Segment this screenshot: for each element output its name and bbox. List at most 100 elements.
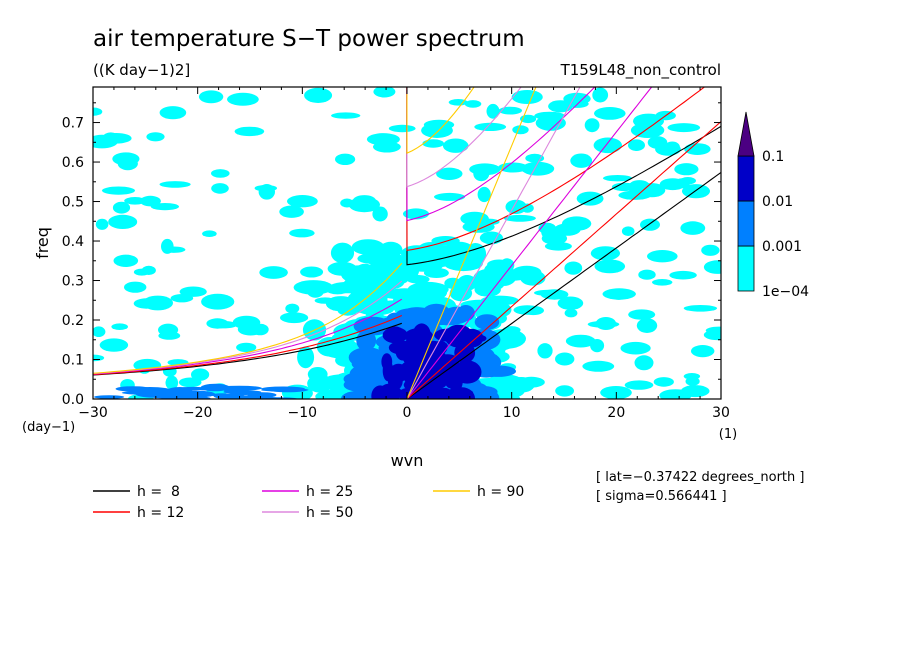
power-patch (444, 369, 457, 389)
power-patch (141, 265, 156, 275)
power-patch (703, 260, 721, 274)
power-patch (576, 191, 604, 206)
power-patch (100, 133, 132, 144)
power-patch (201, 293, 235, 310)
power-patch (334, 330, 355, 347)
power-patch (682, 184, 710, 199)
y-tick-label: 0.1 (62, 353, 84, 369)
axis-ticks: −30 −20 −10 0 10 20 30 0.0 0.1 0.2 0.3 0.4 0.5 0.6 0.7 (62, 87, 730, 421)
inertia-gravity-curve (406, 87, 522, 188)
power-patch (162, 246, 186, 253)
power-patch (150, 203, 179, 211)
power-patch (113, 254, 139, 267)
kelvin-curve (406, 121, 721, 399)
power-patch (592, 87, 609, 103)
power-patch (534, 111, 565, 120)
power-patch (647, 136, 668, 149)
power-patch (335, 153, 356, 165)
power-patch (557, 296, 584, 310)
power-patch (341, 390, 375, 399)
power-patch (674, 163, 699, 176)
power-patch (410, 356, 425, 377)
power-patch (541, 232, 568, 245)
power-patch (448, 99, 468, 106)
power-patch (93, 326, 106, 337)
power-patch (385, 326, 405, 343)
x-tick-label: 30 (712, 405, 730, 421)
power-patch (594, 259, 626, 274)
power-patch (480, 295, 519, 306)
power-patch (211, 169, 230, 178)
power-patch (236, 342, 257, 353)
mixed-rossby-gravity-curve (93, 262, 403, 374)
power-patch (191, 368, 210, 381)
power-patch (229, 391, 254, 396)
power-patch (701, 244, 720, 256)
footnote-sigma: [ sigma=0.566441 ] (596, 489, 727, 504)
power-patch (178, 377, 202, 388)
power-patch (564, 308, 578, 318)
power-patch (621, 226, 635, 236)
power-patch (669, 270, 697, 280)
power-patch (683, 305, 718, 312)
power-patch (379, 241, 403, 258)
power-patch (366, 133, 400, 146)
power-patch (636, 318, 658, 333)
power-patch (563, 92, 591, 105)
y-tick-label: 0.4 (62, 234, 84, 250)
power-patch (422, 139, 445, 148)
units-label: ((K day−1)2] (93, 61, 190, 79)
power-patch (279, 205, 304, 218)
colorbar-segment (737, 245, 755, 292)
kelvin-curve (406, 87, 537, 399)
power-patch (95, 218, 109, 230)
power-patch (476, 388, 500, 399)
power-patch (400, 245, 434, 262)
power-patch (680, 221, 706, 235)
power-patch (159, 181, 191, 188)
power-patch (388, 124, 416, 133)
power-patch (456, 305, 475, 321)
power-patch (93, 107, 103, 116)
power-patch (117, 157, 138, 171)
power-patch (402, 307, 433, 320)
power-patch (340, 198, 354, 208)
mixed-rossby-gravity-curve (93, 314, 403, 376)
power-patch (486, 103, 500, 119)
power-patch (464, 243, 487, 265)
power-patch (124, 197, 146, 205)
power-patch (280, 312, 309, 324)
power-patch (477, 218, 500, 226)
legend-label: h = 12 (137, 505, 184, 521)
x-tick-label: 20 (607, 405, 625, 421)
colorbar-arrow (737, 111, 755, 157)
inertia-gravity-curve (406, 87, 475, 154)
inertia-gravity-curve (406, 87, 596, 222)
power-patch (555, 385, 574, 397)
power-patch (99, 338, 129, 352)
power-patch (307, 374, 333, 393)
power-patch (561, 216, 592, 231)
colorbar-label: 0.1 (762, 149, 784, 165)
x-tick-label: −30 (78, 405, 108, 421)
power-patch (211, 183, 229, 194)
power-patch (258, 184, 275, 200)
y-axis-label: freq (33, 227, 52, 259)
y-tick-label: 0.6 (62, 155, 84, 171)
power-patch (385, 263, 411, 281)
power-patch (653, 377, 674, 387)
legend-label: h = 25 (306, 484, 353, 500)
power-patch (683, 373, 701, 380)
power-patch (426, 393, 441, 399)
power-patch (584, 118, 600, 133)
y-tick-label: 0.3 (62, 274, 84, 290)
dispersion-curves (93, 87, 721, 399)
power-patch (330, 242, 355, 264)
power-patch (158, 323, 179, 337)
power-patch (443, 388, 474, 397)
x-axis-label: wvn (391, 451, 424, 470)
power-patch (479, 231, 503, 245)
power-patch (382, 360, 394, 382)
power-patch (211, 393, 234, 397)
